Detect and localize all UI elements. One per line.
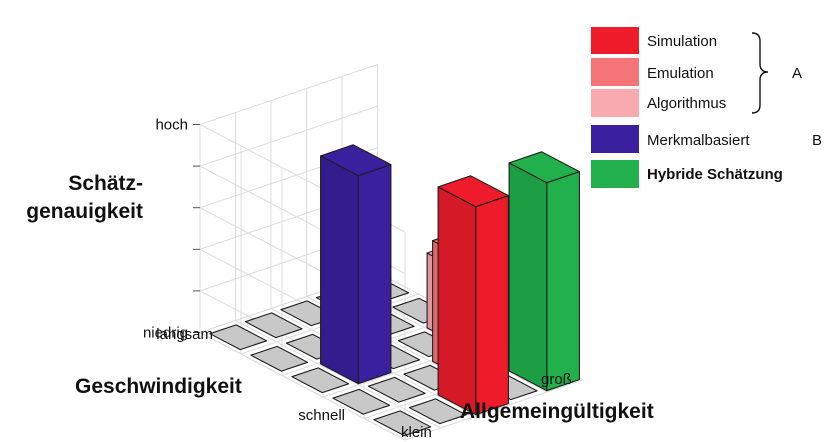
bars: [320, 144, 580, 416]
grid-line: [404, 379, 583, 441]
depth-tick-label: langsam: [156, 326, 213, 343]
bar-front-face: [475, 195, 509, 416]
bar-side-face: [320, 155, 359, 385]
bar-top-face: [437, 175, 509, 208]
floor-tile: [332, 388, 391, 415]
bar-hybride-sch-tzung: [508, 151, 580, 392]
legend-label: Simulation: [647, 33, 717, 50]
floor-tile: [291, 367, 350, 394]
floor-tile: [373, 410, 432, 437]
bar-front-face: [546, 171, 580, 392]
legend-label: Emulation: [647, 65, 714, 82]
legend-item-algorithmus: Algorithmus: [591, 89, 726, 117]
depth-axis-title: Geschwindigkeit: [75, 375, 242, 398]
bar-side-face: [437, 186, 477, 416]
bar-front-face: [357, 164, 392, 385]
x-tick-label: groß: [541, 371, 572, 388]
legend-swatch: [591, 160, 639, 188]
grid-line: [235, 320, 441, 429]
bar-top-face: [508, 151, 580, 184]
legend-item-simulation: Simulation: [591, 27, 717, 54]
floor-tile: [250, 345, 309, 372]
legend-label: Algorithmus: [647, 95, 726, 112]
floor-tile: [367, 376, 426, 403]
legend-swatch: [591, 125, 639, 153]
depth-tick-label: schnell: [298, 407, 345, 424]
legend-item-emulation: Emulation: [591, 58, 714, 86]
group-brace: [751, 32, 769, 114]
chart-labels: hoch niedrig Schätz-genauigkeit langsam schn…: [26, 117, 653, 442]
bar-merkmalbasiert: [320, 144, 392, 385]
legend-group-label: A: [792, 65, 802, 82]
z-axis-title: genauigkeit: [26, 200, 143, 223]
floor-tile: [244, 312, 303, 339]
z-tick-label-top: hoch: [155, 117, 188, 134]
legend-swatch: [591, 27, 639, 54]
floor-tile: [408, 398, 467, 425]
z-tick-label-bottom: niedrig: [143, 325, 188, 342]
legend-swatch: [591, 89, 639, 117]
legend-item-hybride-sch-tzung: Hybride Schätzung: [591, 160, 783, 188]
legend-label: Merkmalbasiert: [647, 132, 750, 149]
legend-group-label: B: [812, 132, 822, 149]
bar-simulation: [437, 175, 509, 416]
legend-item-merkmalbasiert: Merkmalbasiert: [591, 125, 750, 153]
legend-label: Hybride Schätzung: [647, 166, 783, 183]
x-tick-label: klein: [401, 424, 432, 441]
grid-line: [199, 332, 406, 441]
legend-swatch: [591, 58, 639, 86]
z-axis-title: Schätz-: [68, 172, 143, 195]
legend: Simulation Emulation Algorithmus Merkmalbas…: [591, 27, 822, 188]
bar-top-face: [320, 144, 392, 177]
x-axis-title: Allgemeingültigkeit: [460, 400, 654, 423]
floor-tile: [209, 324, 268, 351]
bar-side-face: [508, 162, 548, 392]
